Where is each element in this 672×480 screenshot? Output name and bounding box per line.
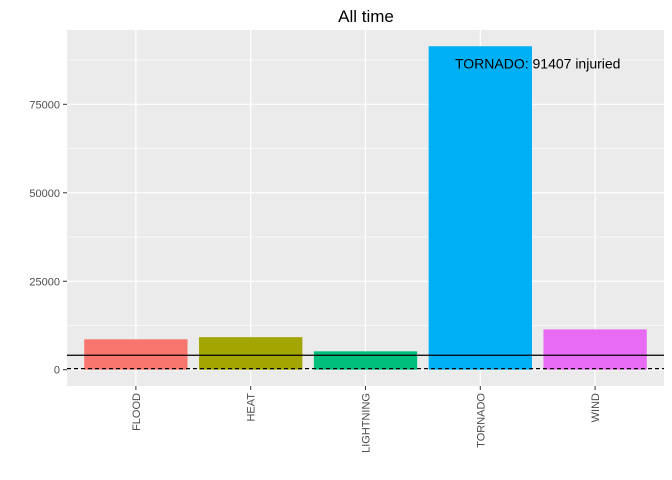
bars bbox=[84, 46, 647, 370]
x-tick-label-lightning: LIGHTNING bbox=[361, 393, 373, 453]
y-tick-label: 0 bbox=[54, 365, 60, 377]
y-tick-label: 25000 bbox=[29, 276, 60, 288]
bar-wind bbox=[543, 329, 647, 370]
major-gridlines bbox=[67, 30, 664, 386]
x-tick-label-tornado: TORNADO bbox=[475, 393, 487, 448]
reference-lines bbox=[67, 354, 664, 370]
y-tick-label: 50000 bbox=[29, 188, 60, 200]
y-axis: 0 25000 50000 75000 bbox=[29, 99, 67, 377]
chart-title: All time bbox=[338, 7, 394, 26]
tornado-annotation: TORNADO: 91407 injuried bbox=[455, 56, 620, 72]
x-tick-label-heat: HEAT bbox=[246, 393, 258, 422]
bar-lightning bbox=[313, 351, 418, 370]
x-tick-label-wind: WIND bbox=[590, 393, 602, 422]
x-axis: FLOOD HEAT LIGHTNING TORNADO WIND bbox=[131, 386, 602, 453]
y-tick-label: 75000 bbox=[29, 99, 60, 111]
x-tick-label-flood: FLOOD bbox=[131, 393, 143, 431]
bar-heat bbox=[199, 337, 303, 370]
bar-flood bbox=[84, 339, 188, 370]
bar-tornado bbox=[428, 46, 532, 370]
